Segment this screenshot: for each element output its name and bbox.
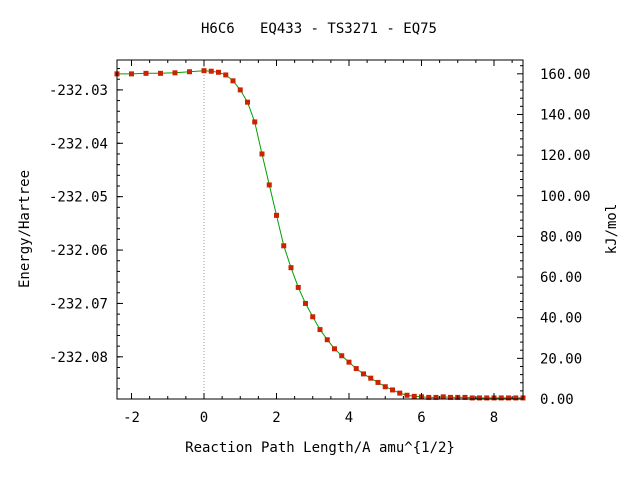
data-point xyxy=(324,337,330,343)
y-right-tick-label: 0.00 xyxy=(540,392,574,408)
data-point xyxy=(230,78,236,84)
y-tick-label: -232.03 xyxy=(49,83,108,99)
plot-frame xyxy=(116,59,524,400)
data-point xyxy=(346,359,352,365)
x-tick-label: 0 xyxy=(200,410,208,426)
data-point xyxy=(426,394,432,400)
data-point xyxy=(172,70,178,76)
y-right-tick-label: 120.00 xyxy=(540,148,591,164)
data-point xyxy=(252,119,258,125)
data-point xyxy=(332,346,337,352)
y-tick-label: -232.04 xyxy=(49,136,108,152)
y-right-tick-label: 40.00 xyxy=(540,311,582,327)
plot-area xyxy=(114,60,526,401)
data-point xyxy=(375,379,381,385)
data-point xyxy=(448,394,453,400)
data-point xyxy=(477,395,482,401)
data-point xyxy=(245,99,250,105)
data-point xyxy=(129,71,134,77)
data-point xyxy=(208,68,214,74)
data-point xyxy=(274,212,279,218)
data-point xyxy=(259,151,265,157)
y-axis-label: Energy/Hartree xyxy=(17,170,33,288)
y-tick-label: -232.07 xyxy=(49,296,108,312)
x-tick-label: 4 xyxy=(345,410,353,426)
y-right-tick-label: 140.00 xyxy=(540,107,591,123)
y-right-tick-label: 80.00 xyxy=(540,229,582,245)
data-point xyxy=(158,70,163,76)
data-point xyxy=(339,353,345,359)
data-point xyxy=(295,284,301,290)
data-point xyxy=(382,384,388,390)
data-point xyxy=(303,300,308,306)
data-point xyxy=(288,265,294,271)
x-tick-label: 8 xyxy=(490,410,498,426)
data-point xyxy=(353,366,359,372)
data-point xyxy=(506,395,511,401)
data-point xyxy=(361,371,366,377)
chart-title: H6C6 EQ433 - TS3271 - EQ75 xyxy=(201,21,437,37)
data-point xyxy=(462,394,468,400)
data-point xyxy=(216,69,221,75)
data-point xyxy=(223,72,229,78)
data-point xyxy=(390,387,395,393)
data-point xyxy=(397,390,403,396)
data-point xyxy=(237,87,243,93)
data-point xyxy=(266,182,272,188)
data-point xyxy=(433,394,439,400)
data-point xyxy=(317,327,323,333)
series-line xyxy=(117,70,523,399)
y-tick-label: -232.05 xyxy=(49,190,108,206)
data-point xyxy=(513,395,519,401)
x-tick-label: 6 xyxy=(417,410,425,426)
data-point xyxy=(281,243,287,249)
data-point xyxy=(469,395,475,401)
x-axis-label: Reaction Path Length/A amu^{1/2} xyxy=(185,440,455,456)
axes: -2 0 2 4 6 8 -232.03 -232.04 -232.05 -232.06 -232.… xyxy=(49,60,591,426)
data-point xyxy=(310,314,316,320)
y-right-tick-label: 160.00 xyxy=(540,67,591,83)
y-right-axis-label: kJ/mol xyxy=(604,204,620,255)
data-point xyxy=(404,392,410,398)
data-point xyxy=(411,393,417,399)
data-point xyxy=(368,375,374,381)
data-point xyxy=(484,395,490,401)
data-point xyxy=(498,395,504,401)
data-point xyxy=(201,68,207,74)
y-tick-label: -232.06 xyxy=(49,243,108,259)
y-right-tick-label: 100.00 xyxy=(540,189,591,205)
data-point xyxy=(187,69,192,75)
x-tick-label: -2 xyxy=(123,410,140,426)
x-tick-label: 2 xyxy=(272,410,280,426)
y-tick-label: -232.08 xyxy=(49,350,108,366)
y-right-tick-label: 20.00 xyxy=(540,351,582,367)
y-right-tick-label: 60.00 xyxy=(540,270,582,286)
data-point xyxy=(440,394,446,400)
data-point xyxy=(143,70,149,76)
